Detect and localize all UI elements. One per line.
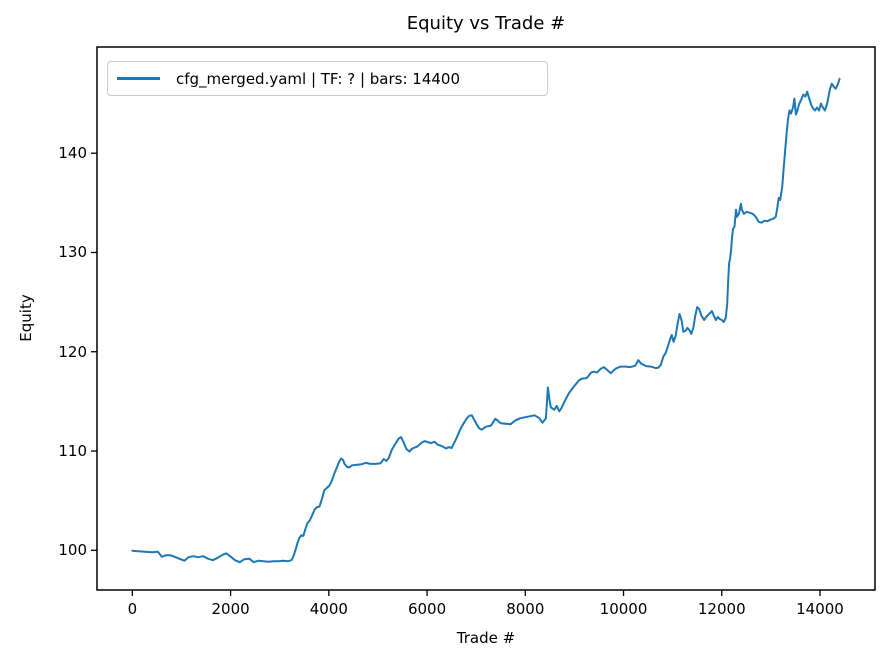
y-tick-label: 110 bbox=[58, 442, 87, 461]
y-tick-label: 100 bbox=[58, 541, 87, 560]
x-tick-label: 10000 bbox=[599, 600, 648, 618]
x-tick-label: 14000 bbox=[796, 600, 844, 618]
y-tick-label: 120 bbox=[58, 342, 87, 361]
x-tick-label: 6000 bbox=[407, 600, 447, 618]
plot-spines bbox=[96, 46, 876, 591]
legend-box: cfg_merged.yaml | TF: ? | bars: 14400 bbox=[107, 61, 548, 96]
x-tick-label: 8000 bbox=[506, 600, 545, 618]
chart-title: Equity vs Trade # bbox=[406, 13, 566, 34]
legend-line-sample-icon bbox=[117, 77, 160, 80]
x-tick-label: 4000 bbox=[309, 600, 348, 618]
legend-label: cfg_merged.yaml | TF: ? | bars: 14400 bbox=[176, 69, 461, 88]
x-tick-label: 12000 bbox=[697, 600, 746, 618]
x-tick-label: 2000 bbox=[211, 600, 250, 618]
y-tick-label: 140 bbox=[58, 144, 87, 163]
y-tick-label: 130 bbox=[58, 243, 87, 262]
x-axis-label: Trade # bbox=[456, 629, 516, 647]
equity-line bbox=[131, 77, 841, 564]
x-tick-label: 0 bbox=[127, 600, 138, 618]
